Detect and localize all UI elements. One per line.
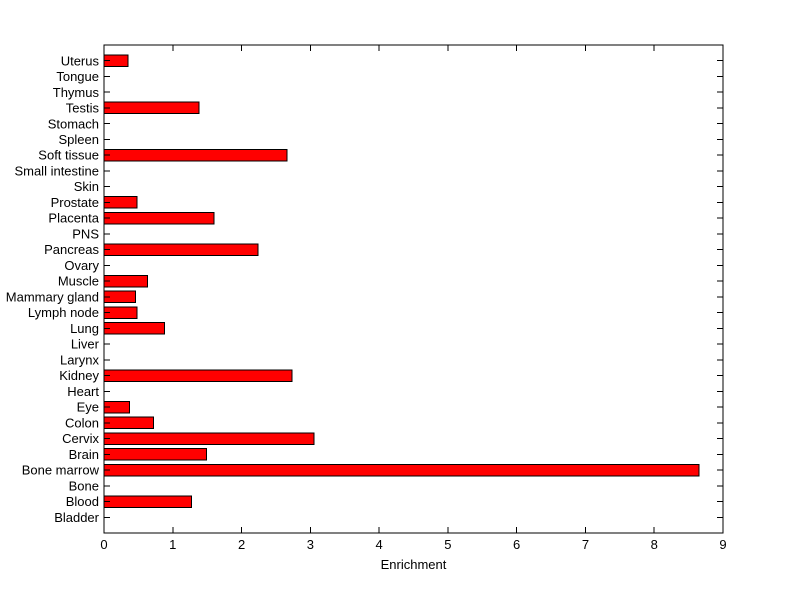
y-tick-label-larynx: Larynx [60, 352, 100, 367]
y-tick-label-heart: Heart [67, 384, 99, 399]
x-tick-label-8: 8 [651, 537, 658, 552]
y-tick-label-soft-tissue: Soft tissue [38, 148, 99, 163]
bar-placenta [103, 211, 215, 225]
y-tick-label-lymph-node: Lymph node [28, 305, 99, 320]
bar-testis [103, 101, 200, 115]
y-tick-label-muscle: Muscle [58, 274, 99, 289]
x-tick-label-9: 9 [719, 537, 726, 552]
bar-pancreas [103, 243, 259, 256]
y-tick-label-testis: Testis [66, 101, 100, 116]
y-tick-label-ovary: Ovary [64, 258, 99, 273]
y-tick-label-small-intestine: Small intestine [14, 163, 99, 178]
y-tick-label-stomach: Stomach [48, 116, 99, 131]
bar-colon [103, 416, 155, 430]
bar-brain [103, 448, 207, 461]
y-tick-label-liver: Liver [71, 337, 100, 352]
bar-lung [103, 322, 166, 335]
y-tick-label-cervix: Cervix [62, 431, 99, 446]
y-tick-label-tongue: Tongue [56, 69, 99, 84]
y-tick-label-bone-marrow: Bone marrow [22, 463, 100, 478]
y-tick-label-uterus: Uterus [61, 53, 100, 68]
x-tick-label-7: 7 [582, 537, 589, 552]
bar-cervix [103, 432, 315, 445]
y-tick-label-blood: Blood [66, 494, 99, 509]
y-tick-label-bladder: Bladder [54, 510, 99, 525]
y-tick-label-skin: Skin [74, 179, 99, 194]
x-tick-label-1: 1 [169, 537, 176, 552]
y-tick-label-eye: Eye [77, 400, 99, 415]
bar-muscle [103, 274, 148, 288]
y-tick-label-colon: Colon [65, 415, 99, 430]
y-tick-label-spleen: Spleen [59, 132, 99, 147]
y-tick-label-thymus: Thymus [53, 85, 100, 100]
axes-box [103, 44, 724, 534]
y-tick-label-prostate: Prostate [51, 195, 99, 210]
x-tick-label-4: 4 [375, 537, 382, 552]
x-tick-label-6: 6 [513, 537, 520, 552]
bar-blood [103, 495, 192, 508]
x-axis-label: Enrichment [381, 557, 447, 572]
bar-kidney [103, 369, 293, 382]
bar-soft-tissue [103, 148, 288, 162]
x-tick-label-3: 3 [307, 537, 314, 552]
x-tick-label-5: 5 [444, 537, 451, 552]
x-tick-label-2: 2 [238, 537, 245, 552]
bar-bone-marrow [103, 463, 700, 477]
y-tick-label-pancreas: Pancreas [44, 242, 99, 257]
y-tick-label-pns: PNS [72, 226, 99, 241]
y-tick-label-kidney: Kidney [59, 368, 99, 383]
y-tick-label-lung: Lung [70, 321, 99, 336]
y-tick-label-bone: Bone [69, 478, 99, 493]
y-tick-label-mammary-gland: Mammary gland [6, 289, 99, 304]
y-tick-label-brain: Brain [69, 447, 99, 462]
x-tick-label-0: 0 [100, 537, 107, 552]
plot-area [104, 45, 723, 533]
y-tick-label-placenta: Placenta [48, 211, 99, 226]
